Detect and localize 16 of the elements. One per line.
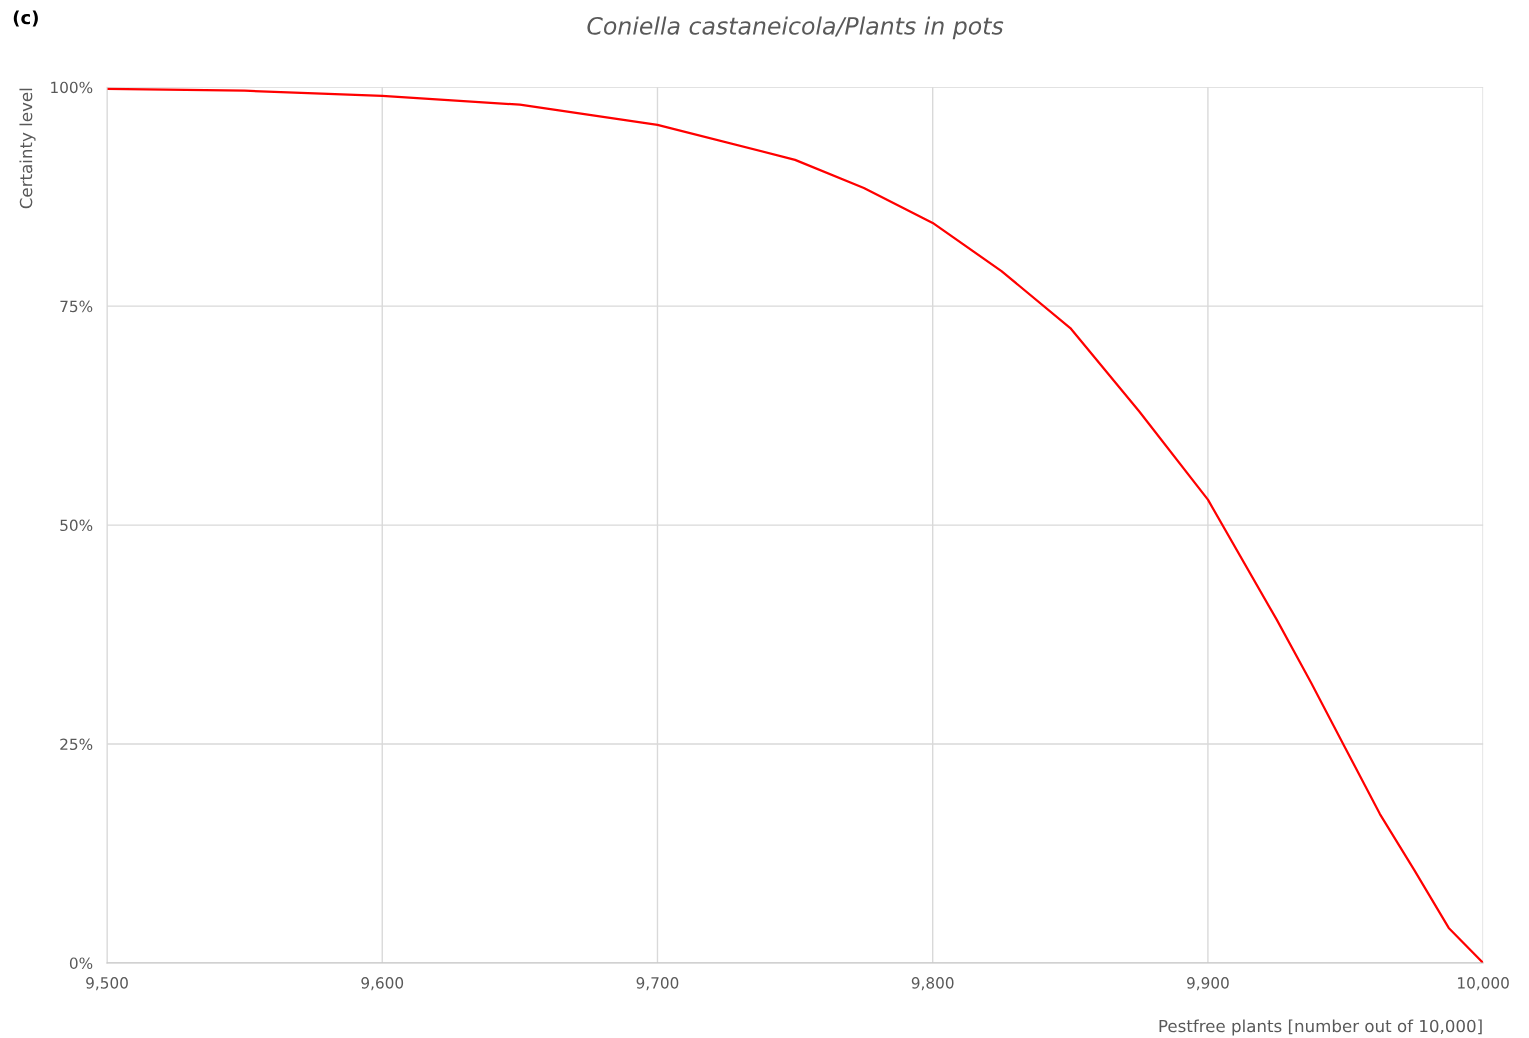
x-axis-title: Pestfree plants [number out of 10,000] (1159, 1019, 1482, 1036)
text: (c) (13, 10, 38, 27)
line-series (107, 87, 1484, 963)
x-tick-label: 10,000 (1458, 977, 1509, 991)
x-tick-label: 9,700 (636, 977, 679, 991)
y-tick-label: 100% (51, 81, 93, 94)
y-tick-label: 50% (60, 519, 93, 532)
chart-title: Coniella castaneicola/Plants in pots (587, 16, 1004, 40)
x-tick-label: 9,800 (911, 977, 954, 991)
x-tick-label: 9,600 (361, 977, 404, 991)
y-axis-title: Certainty level (19, 88, 36, 209)
y-tick-label: 0% (69, 957, 93, 969)
x-tick-label: 9,500 (86, 977, 128, 991)
y-tick-label: 25% (60, 738, 93, 751)
x-tick-label: 9,900 (1187, 977, 1229, 991)
y-tick-label: 75% (60, 300, 93, 313)
